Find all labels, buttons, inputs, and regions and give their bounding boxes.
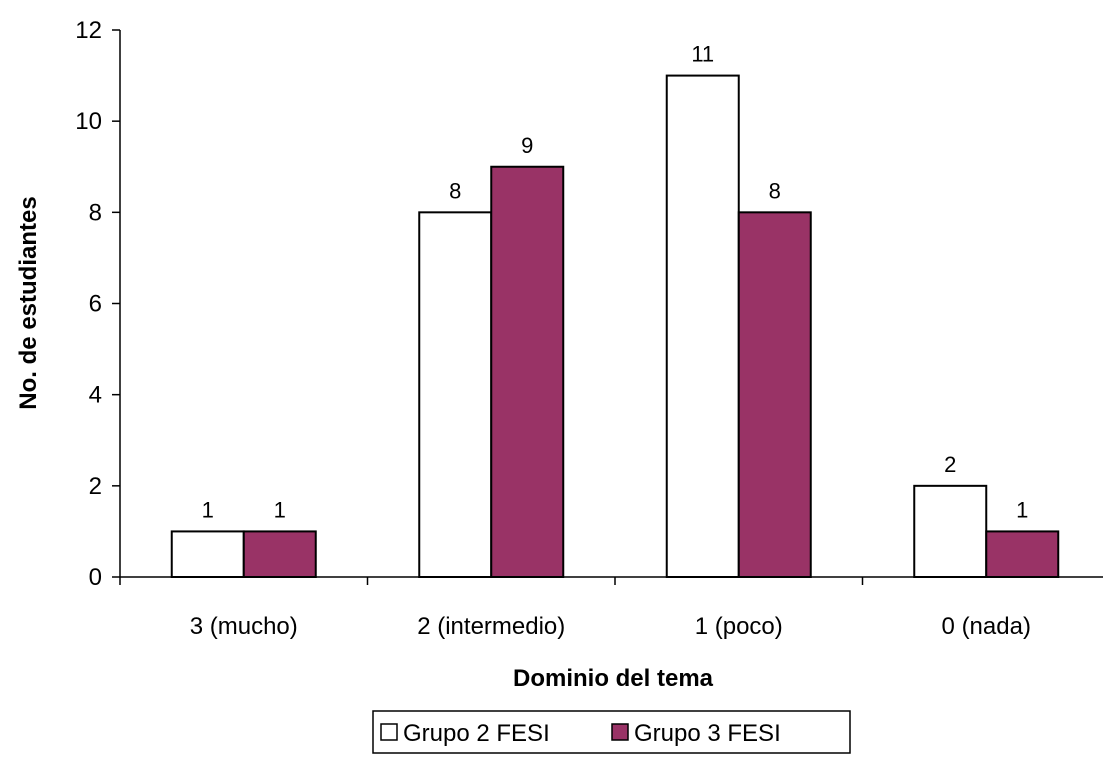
bar-grupo-2-3 [913, 484, 988, 579]
legend: Grupo 2 FESI Grupo 3 FESI [372, 710, 851, 754]
data-label: 11 [691, 42, 714, 67]
x-tick-label: 1 (poco) [695, 613, 783, 640]
y-tick-label: 10 [75, 108, 102, 135]
legend-swatch [380, 723, 398, 741]
bar-grupo-2-0 [170, 530, 245, 579]
data-label: 1 [274, 497, 286, 522]
legend-swatch [611, 723, 629, 741]
data-label: 8 [769, 178, 781, 203]
y-tick-label: 12 [75, 17, 102, 44]
bar-grupo-3-0 [242, 530, 317, 579]
y-axis-title: No. de estudiantes [15, 196, 42, 409]
data-label: 1 [202, 497, 214, 522]
y-tick-label: 0 [89, 564, 102, 591]
x-tick-label: 0 (nada) [942, 613, 1031, 640]
data-label: 2 [944, 452, 956, 477]
bar-grupo-2-1 [418, 211, 493, 578]
bars-layer [170, 74, 1060, 579]
y-tick-label: 4 [89, 382, 102, 409]
x-tick-label: 2 (intermedio) [417, 613, 565, 640]
legend-label: Grupo 3 FESI [634, 720, 781, 747]
y-tick-label: 2 [89, 473, 102, 500]
data-label: 1 [1016, 497, 1028, 522]
bar-grupo-3-1 [490, 165, 565, 578]
data-label: 8 [449, 178, 461, 203]
x-tick-label: 3 (mucho) [190, 613, 298, 640]
bar-grupo-3-2 [737, 211, 812, 578]
bar-grupo-2-2 [665, 74, 740, 578]
data-label: 9 [521, 133, 533, 158]
x-axis-title: Dominio del tema [513, 665, 714, 692]
y-tick-label: 8 [89, 199, 102, 226]
y-tick-label: 6 [89, 291, 102, 318]
bar-grupo-3-3 [985, 530, 1060, 579]
axes-layer [112, 29, 1103, 585]
legend-label: Grupo 2 FESI [403, 720, 550, 747]
